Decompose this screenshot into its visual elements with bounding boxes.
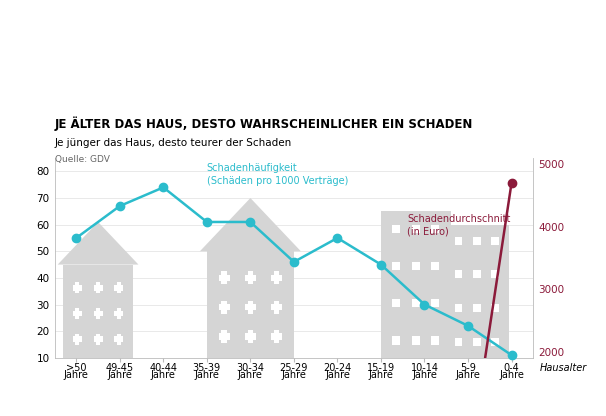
FancyBboxPatch shape bbox=[274, 301, 279, 314]
FancyBboxPatch shape bbox=[117, 282, 121, 293]
FancyBboxPatch shape bbox=[115, 336, 124, 342]
FancyBboxPatch shape bbox=[221, 272, 227, 284]
FancyBboxPatch shape bbox=[411, 299, 420, 307]
FancyBboxPatch shape bbox=[117, 334, 121, 345]
Text: Jahre: Jahre bbox=[499, 370, 524, 380]
FancyBboxPatch shape bbox=[454, 270, 462, 278]
FancyBboxPatch shape bbox=[63, 265, 133, 358]
FancyBboxPatch shape bbox=[219, 333, 230, 339]
FancyBboxPatch shape bbox=[473, 270, 481, 278]
FancyBboxPatch shape bbox=[75, 282, 79, 293]
FancyBboxPatch shape bbox=[248, 330, 253, 343]
FancyBboxPatch shape bbox=[73, 311, 82, 316]
FancyBboxPatch shape bbox=[75, 334, 79, 345]
Text: 30-34: 30-34 bbox=[236, 363, 264, 373]
FancyBboxPatch shape bbox=[115, 285, 124, 291]
FancyBboxPatch shape bbox=[392, 299, 401, 307]
Text: 35-39: 35-39 bbox=[193, 363, 221, 373]
Polygon shape bbox=[200, 198, 301, 251]
Text: Jahre: Jahre bbox=[456, 370, 481, 380]
FancyBboxPatch shape bbox=[392, 262, 401, 270]
FancyBboxPatch shape bbox=[491, 304, 499, 312]
FancyBboxPatch shape bbox=[245, 333, 256, 339]
FancyBboxPatch shape bbox=[93, 285, 102, 291]
FancyBboxPatch shape bbox=[274, 272, 279, 284]
FancyBboxPatch shape bbox=[245, 304, 256, 310]
Text: Jahre: Jahre bbox=[281, 370, 307, 380]
FancyBboxPatch shape bbox=[431, 225, 439, 233]
FancyBboxPatch shape bbox=[473, 237, 481, 245]
FancyBboxPatch shape bbox=[473, 338, 481, 346]
Text: 25-29: 25-29 bbox=[280, 363, 308, 373]
FancyBboxPatch shape bbox=[75, 308, 79, 319]
FancyBboxPatch shape bbox=[117, 308, 121, 319]
FancyBboxPatch shape bbox=[248, 272, 253, 284]
FancyBboxPatch shape bbox=[411, 225, 420, 233]
FancyBboxPatch shape bbox=[271, 275, 282, 281]
Text: Jahre: Jahre bbox=[107, 370, 132, 380]
Text: Hausalter: Hausalter bbox=[540, 363, 587, 373]
Text: 15-19: 15-19 bbox=[367, 363, 395, 373]
FancyBboxPatch shape bbox=[73, 285, 82, 291]
FancyBboxPatch shape bbox=[73, 336, 82, 342]
FancyBboxPatch shape bbox=[431, 262, 439, 270]
Text: Jahre: Jahre bbox=[64, 370, 88, 380]
Text: Jahre: Jahre bbox=[368, 370, 393, 380]
Text: Jahre: Jahre bbox=[151, 370, 176, 380]
FancyBboxPatch shape bbox=[274, 330, 279, 343]
FancyBboxPatch shape bbox=[96, 334, 101, 345]
FancyBboxPatch shape bbox=[93, 311, 102, 316]
FancyBboxPatch shape bbox=[115, 311, 124, 316]
FancyBboxPatch shape bbox=[473, 304, 481, 312]
FancyBboxPatch shape bbox=[207, 251, 294, 358]
Text: 20-24: 20-24 bbox=[324, 363, 351, 373]
Text: Jahre: Jahre bbox=[195, 370, 219, 380]
Text: 49-45: 49-45 bbox=[106, 363, 134, 373]
Text: Je jünger das Haus, desto teurer der Schaden: Je jünger das Haus, desto teurer der Sch… bbox=[55, 138, 292, 148]
FancyBboxPatch shape bbox=[219, 275, 230, 281]
FancyBboxPatch shape bbox=[219, 304, 230, 310]
FancyBboxPatch shape bbox=[221, 330, 227, 343]
FancyBboxPatch shape bbox=[93, 336, 102, 342]
FancyBboxPatch shape bbox=[271, 304, 282, 310]
Text: Quelle: GDV: Quelle: GDV bbox=[55, 155, 110, 164]
FancyBboxPatch shape bbox=[454, 338, 462, 346]
Text: 10-14: 10-14 bbox=[410, 363, 439, 373]
FancyBboxPatch shape bbox=[454, 304, 462, 312]
FancyBboxPatch shape bbox=[491, 270, 499, 278]
Text: 0-4: 0-4 bbox=[504, 363, 519, 373]
FancyBboxPatch shape bbox=[245, 275, 256, 281]
FancyBboxPatch shape bbox=[248, 301, 253, 314]
FancyBboxPatch shape bbox=[454, 237, 462, 245]
FancyBboxPatch shape bbox=[444, 225, 509, 358]
Text: Jahre: Jahre bbox=[325, 370, 350, 380]
Text: Jahre: Jahre bbox=[412, 370, 437, 380]
Text: 5-9: 5-9 bbox=[460, 363, 476, 373]
FancyBboxPatch shape bbox=[96, 282, 101, 293]
FancyBboxPatch shape bbox=[431, 299, 439, 307]
FancyBboxPatch shape bbox=[411, 336, 420, 344]
FancyBboxPatch shape bbox=[381, 211, 451, 358]
FancyBboxPatch shape bbox=[96, 308, 101, 319]
FancyBboxPatch shape bbox=[491, 237, 499, 245]
FancyBboxPatch shape bbox=[271, 333, 282, 339]
Text: Jahre: Jahre bbox=[238, 370, 263, 380]
Text: >50: >50 bbox=[66, 363, 87, 373]
FancyBboxPatch shape bbox=[392, 336, 401, 344]
Text: 40-44: 40-44 bbox=[149, 363, 178, 373]
FancyBboxPatch shape bbox=[392, 225, 401, 233]
FancyBboxPatch shape bbox=[431, 336, 439, 344]
FancyBboxPatch shape bbox=[221, 301, 227, 314]
Text: Schadendurchschnitt
(in Euro): Schadendurchschnitt (in Euro) bbox=[407, 214, 510, 237]
Text: JE ÄLTER DAS HAUS, DESTO WAHRSCHEINLICHER EIN SCHADEN: JE ÄLTER DAS HAUS, DESTO WAHRSCHEINLICHE… bbox=[55, 116, 473, 131]
FancyBboxPatch shape bbox=[411, 262, 420, 270]
Polygon shape bbox=[58, 222, 138, 265]
FancyBboxPatch shape bbox=[491, 338, 499, 346]
Text: Schadenhäufigkeit
(Schäden pro 1000 Verträge): Schadenhäufigkeit (Schäden pro 1000 Vert… bbox=[207, 163, 348, 186]
